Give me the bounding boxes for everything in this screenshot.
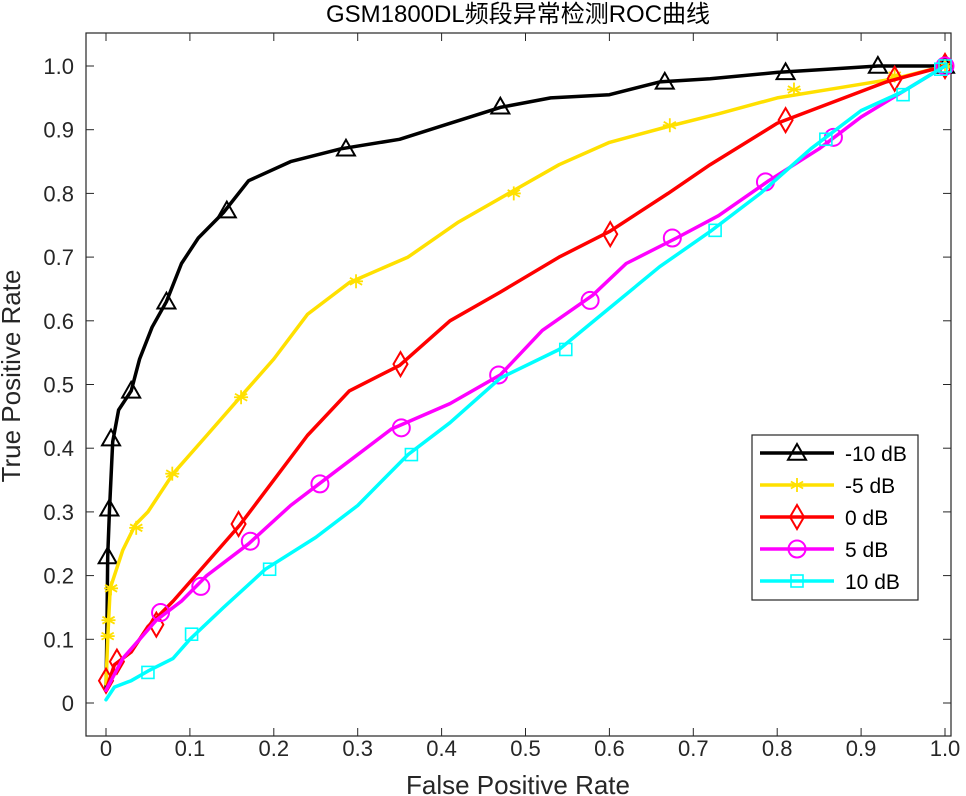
legend-item: 10 dB bbox=[760, 571, 900, 594]
data-point-marker bbox=[98, 497, 121, 517]
y-tick-label: 1.0 bbox=[43, 54, 74, 79]
data-point-marker bbox=[662, 228, 682, 248]
y-tick-label: 0 bbox=[62, 691, 74, 716]
legend: -10 dB -5 dB 0 dB 5 dB 10 dB bbox=[751, 434, 919, 601]
y-tick-label: 0.7 bbox=[43, 245, 74, 270]
x-tick-label: 0.8 bbox=[762, 736, 793, 761]
y-tick-label: 0.6 bbox=[43, 309, 74, 334]
x-tick-label: 0.6 bbox=[594, 736, 625, 761]
x-tick-label: 0.1 bbox=[175, 736, 206, 761]
y-tick-label: 0.2 bbox=[43, 564, 74, 589]
legend-label: -5 dB bbox=[845, 475, 895, 498]
data-point-marker bbox=[100, 629, 115, 644]
y-axis-title: True Positive Rate bbox=[0, 270, 26, 483]
data-point-marker bbox=[786, 82, 801, 97]
data-point-marker bbox=[777, 106, 794, 135]
x-tick-label: 0.7 bbox=[678, 736, 709, 761]
x-tick-label: 0.4 bbox=[426, 736, 457, 761]
data-point-marker bbox=[936, 52, 954, 80]
y-tick-label: 0.8 bbox=[43, 181, 74, 206]
data-point-marker bbox=[489, 95, 512, 115]
data-point-marker bbox=[129, 520, 144, 535]
y-tick-label: 0.5 bbox=[43, 373, 74, 398]
series-line bbox=[104, 64, 947, 702]
legend-marker bbox=[790, 574, 804, 588]
data-point-marker bbox=[155, 290, 178, 310]
data-point-marker bbox=[120, 379, 142, 399]
data-point-marker bbox=[104, 581, 119, 596]
data-point-marker bbox=[774, 61, 797, 81]
data-point-marker bbox=[141, 665, 155, 680]
data-point-marker bbox=[191, 576, 211, 596]
data-point-marker bbox=[240, 531, 260, 551]
legend-marker bbox=[787, 539, 807, 559]
data-point-marker bbox=[96, 545, 119, 565]
x-tick-label: 0.9 bbox=[846, 736, 877, 761]
data-point-marker bbox=[558, 342, 573, 357]
y-tick-label: 0.3 bbox=[43, 500, 74, 525]
legend-item: -5 dB bbox=[760, 475, 895, 498]
legend-marker bbox=[788, 503, 806, 531]
data-point-marker bbox=[391, 418, 411, 438]
series-line bbox=[104, 64, 947, 693]
data-point-marker bbox=[310, 474, 330, 494]
data-point-marker bbox=[262, 562, 277, 577]
legend-item: -10 dB bbox=[760, 441, 907, 466]
data-point-marker bbox=[938, 59, 952, 73]
data-point-marker bbox=[335, 137, 357, 157]
series-line bbox=[104, 64, 947, 686]
legend-marker bbox=[790, 478, 804, 492]
data-point-marker bbox=[934, 62, 948, 76]
data-point-marker bbox=[165, 466, 180, 481]
series-5 bbox=[104, 59, 952, 702]
legend-label: 5 dB bbox=[845, 539, 888, 562]
data-point-marker bbox=[230, 510, 247, 538]
data-point-marker bbox=[602, 220, 619, 249]
data-point-marker bbox=[896, 87, 910, 102]
axes: 0 0.1 0.2 0.3 0.4 0.5 0.6 0.7 0.8 0.9 1.0 0 0.1 0.2 0.… bbox=[43, 32, 961, 761]
x-tick-label: 1.0 bbox=[930, 736, 961, 761]
legend-marker bbox=[786, 441, 808, 461]
data-point-marker bbox=[819, 132, 833, 147]
data-point-marker bbox=[404, 447, 419, 462]
y-tick-label: 0.4 bbox=[43, 436, 74, 461]
legend-label: -10 dB bbox=[845, 443, 907, 466]
data-point-marker bbox=[349, 274, 364, 289]
x-tick-label: 0.5 bbox=[510, 736, 541, 761]
x-tick-label: 0.3 bbox=[342, 736, 373, 761]
data-point-marker bbox=[97, 666, 115, 695]
x-axis-title: False Positive Rate bbox=[406, 770, 630, 796]
data-point-marker bbox=[708, 223, 722, 238]
data-point-marker bbox=[886, 64, 903, 93]
data-point-marker bbox=[580, 290, 600, 310]
data-point-marker bbox=[654, 70, 676, 90]
data-point-marker bbox=[392, 350, 409, 379]
legend-item: 5 dB bbox=[760, 539, 888, 562]
chart-title: GSM1800DL频段异常检测ROC曲线 bbox=[326, 1, 710, 28]
data-point-marker bbox=[101, 613, 116, 628]
data-point-marker bbox=[662, 118, 677, 133]
data-point-marker bbox=[216, 199, 238, 219]
legend-label: 0 dB bbox=[845, 507, 888, 530]
data-point-marker bbox=[151, 603, 171, 623]
data-point-marker bbox=[867, 54, 889, 74]
data-point-marker bbox=[506, 186, 521, 201]
series-1 bbox=[96, 54, 956, 693]
x-tick-label: 0.2 bbox=[259, 736, 290, 761]
data-point-marker bbox=[100, 427, 122, 447]
x-tick-label: 0 bbox=[100, 736, 112, 761]
series-2 bbox=[100, 59, 952, 686]
legend-item: 0 dB bbox=[760, 503, 888, 531]
data-point-marker bbox=[184, 627, 199, 642]
plot-series bbox=[96, 52, 956, 702]
legend-label: 10 dB bbox=[845, 571, 900, 594]
y-tick-label: 0.9 bbox=[43, 118, 74, 143]
data-point-marker bbox=[234, 390, 249, 405]
y-tick-label: 0.1 bbox=[43, 627, 74, 652]
